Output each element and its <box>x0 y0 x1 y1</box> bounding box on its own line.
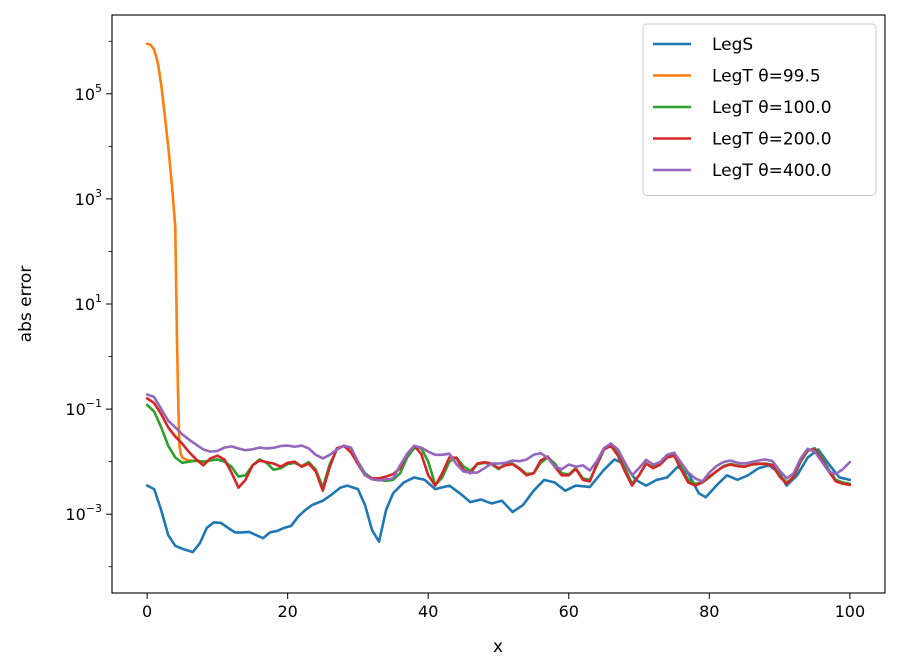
series-line-5 <box>145 393 852 483</box>
series-line-1 <box>145 448 852 554</box>
x-tick-label: 0 <box>142 602 152 621</box>
x-tick-label: 20 <box>278 602 298 621</box>
y-tick-label: 101 <box>75 292 102 314</box>
x-tick-label: 100 <box>835 602 866 621</box>
legend-label: LegT θ=99.5 <box>712 67 821 87</box>
legend-label: LegS <box>712 35 753 55</box>
legend-box <box>642 23 877 196</box>
x-tick-label: 40 <box>418 602 438 621</box>
x-tick-label: 60 <box>559 602 579 621</box>
x-axis: 0 20 40 60 80 100 <box>142 593 865 621</box>
y-axis-label: abs error <box>16 266 36 343</box>
y-tick-label: 105 <box>75 82 102 104</box>
y-axis: 10−3 10−1 101 103 105 <box>65 40 112 568</box>
legend-label: LegT θ=200.0 <box>712 130 832 150</box>
y-tick-label: 10−3 <box>65 502 102 524</box>
legend-label: LegT θ=400.0 <box>712 161 832 181</box>
y-tick-label: 103 <box>75 187 102 209</box>
legend-label: LegT θ=100.0 <box>712 98 832 118</box>
y-tick-label: 10−1 <box>65 397 102 419</box>
series-line-2 <box>145 42 205 463</box>
legend: LegS LegT θ=99.5 LegT θ=100.0 LegT θ=200.0 L… <box>642 23 877 196</box>
series-layer <box>145 42 852 554</box>
x-tick-label: 80 <box>699 602 719 621</box>
x-axis-label: x <box>493 637 503 657</box>
series-line-4 <box>145 397 852 492</box>
